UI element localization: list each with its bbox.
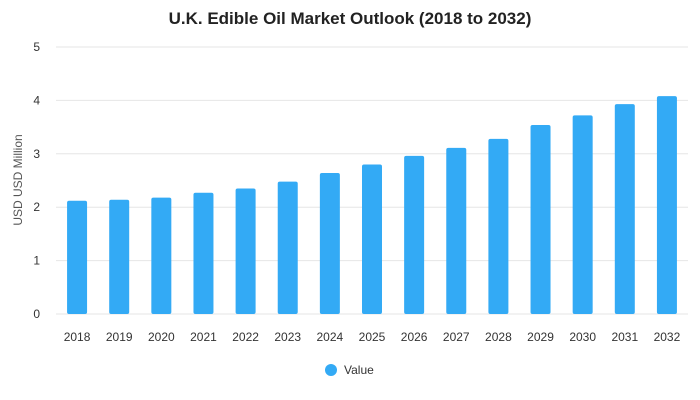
x-tick-label: 2022 [232, 330, 259, 344]
bar-2022[interactable] [235, 188, 256, 314]
bar-2029[interactable] [530, 124, 551, 315]
chart-title: U.K. Edible Oil Market Outlook (2018 to … [169, 9, 532, 28]
x-tick-label: 2026 [401, 330, 428, 344]
y-tick-label: 5 [33, 40, 40, 54]
bar-2019[interactable] [109, 199, 130, 314]
y-tick-label: 2 [33, 200, 40, 214]
y-axis-label: USD USD Million [11, 134, 25, 225]
x-tick-label: 2023 [274, 330, 301, 344]
bar-2027[interactable] [446, 147, 467, 314]
bar-2018[interactable] [67, 200, 88, 314]
bar-2032[interactable] [656, 96, 677, 315]
legend-label-value: Value [344, 363, 374, 377]
y-tick-label: 3 [33, 147, 40, 161]
x-tick-label: 2019 [106, 330, 133, 344]
y-tick-label: 4 [33, 93, 40, 107]
bars [67, 96, 677, 315]
bar-2031[interactable] [614, 104, 635, 314]
x-tick-label: 2030 [569, 330, 596, 344]
bar-2023[interactable] [277, 181, 298, 314]
x-tick-label: 2029 [527, 330, 554, 344]
bar-2020[interactable] [151, 197, 172, 314]
x-tick-label: 2025 [359, 330, 386, 344]
y-axis-ticks: 0 1 2 3 4 5 [33, 40, 40, 321]
y-tick-label: 1 [33, 254, 40, 268]
bar-2021[interactable] [193, 192, 214, 314]
x-tick-label: 2020 [148, 330, 175, 344]
legend-swatch [325, 364, 337, 376]
bar-2025[interactable] [362, 164, 382, 314]
bar-2028[interactable] [488, 138, 509, 314]
x-tick-label: 2021 [190, 330, 217, 344]
x-tick-label: 2031 [611, 330, 638, 344]
x-tick-label: 2032 [654, 330, 681, 344]
x-tick-label: 2024 [317, 330, 344, 344]
bar-2030[interactable] [572, 115, 593, 315]
x-tick-label: 2028 [485, 330, 512, 344]
legend[interactable]: Value [325, 363, 374, 377]
bar-2026[interactable] [404, 155, 425, 314]
x-tick-label: 2027 [443, 330, 470, 344]
x-axis-ticks: 2018 2019 2020 2021 2022 2023 2024 2025 2026 2027… [64, 330, 681, 344]
x-tick-label: 2018 [64, 330, 91, 344]
bar-2024[interactable] [319, 173, 340, 314]
y-tick-label: 0 [33, 307, 40, 321]
